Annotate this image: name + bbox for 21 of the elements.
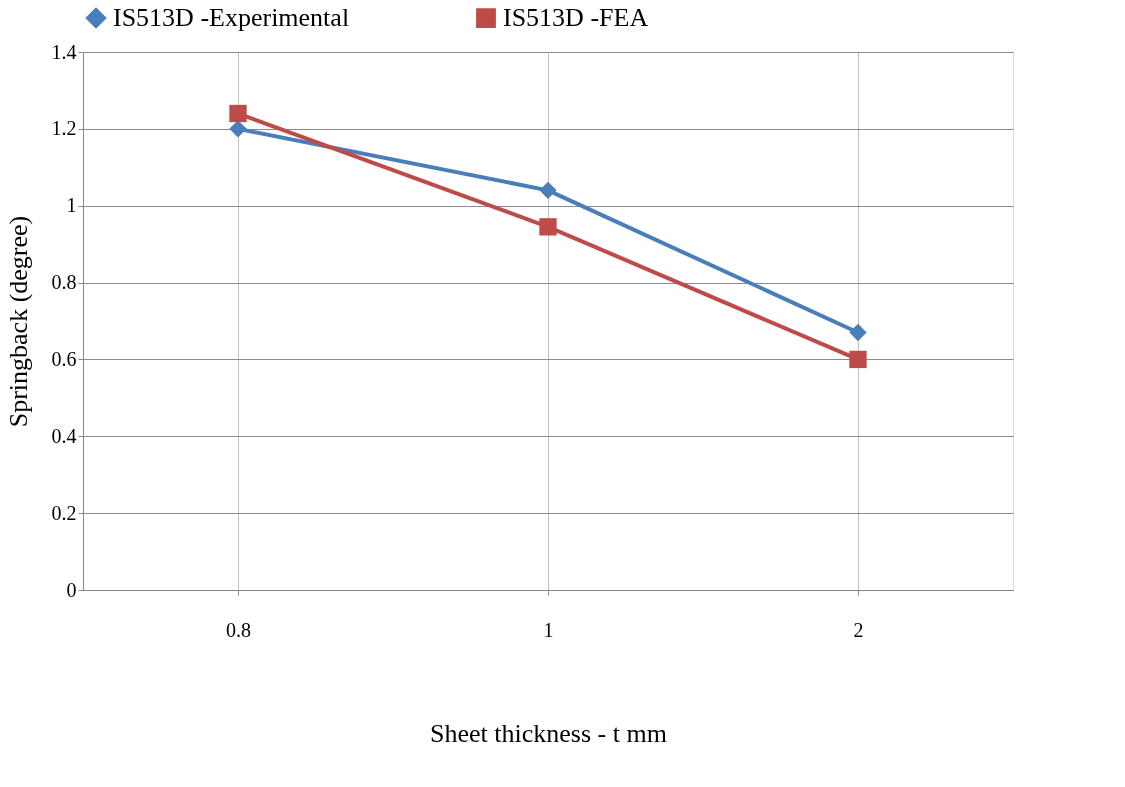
y-tick-label: 1	[66, 194, 77, 217]
point	[229, 120, 247, 138]
y-tick-label: 1.4	[51, 40, 77, 63]
y-tick-label: 0	[66, 578, 77, 601]
y-tick-label: 1.2	[51, 117, 77, 140]
y-tick-label: 0.2	[51, 501, 77, 524]
point	[229, 104, 247, 123]
x-tick-label: 2	[853, 618, 864, 641]
legend-label: IS513D -Experimental	[113, 3, 350, 33]
y-tick-label: 0.6	[51, 347, 77, 370]
x-tick-label: 1	[543, 618, 554, 641]
legend-label: IS513D -FEA	[503, 3, 649, 33]
point	[539, 218, 557, 236]
point	[849, 350, 867, 369]
y-axis-title: Springback (degree)	[3, 215, 33, 428]
point	[539, 181, 557, 199]
x-axis-title: Sheet thickness - t mm	[430, 718, 667, 748]
y-tick-label: 0.8	[51, 271, 77, 294]
x-tick-label: 0.8	[226, 618, 251, 641]
point	[849, 323, 867, 342]
y-tick-label: 0.4	[51, 424, 77, 447]
